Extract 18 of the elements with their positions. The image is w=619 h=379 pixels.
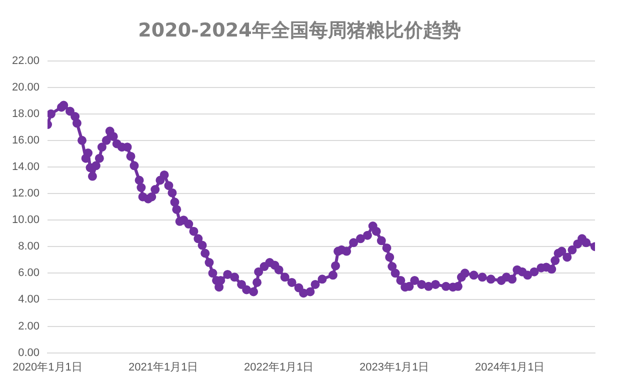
y-tick-label: 10.00 bbox=[12, 214, 40, 226]
y-tick-label: 16.00 bbox=[12, 134, 40, 146]
y-tick-label: 22.00 bbox=[12, 54, 40, 67]
y-tick-label: 2.00 bbox=[18, 320, 40, 332]
y-tick-label: 6.00 bbox=[18, 267, 40, 280]
y-tick-label: 20.00 bbox=[12, 81, 40, 94]
y-tick-label: 12.00 bbox=[12, 188, 40, 200]
x-tick-label: 2023年1月1日 bbox=[360, 361, 430, 374]
x-tick-label: 2021年1月1日 bbox=[128, 361, 198, 374]
y-tick-label: 18.00 bbox=[12, 108, 40, 120]
y-tick-label: 8.00 bbox=[18, 240, 40, 253]
x-tick-label: 2020年1月1日 bbox=[12, 361, 82, 374]
y-tick-label: 14.00 bbox=[12, 161, 40, 174]
y-tick-label: 4.00 bbox=[18, 294, 40, 306]
x-tick-label: 2022年1月1日 bbox=[244, 361, 314, 374]
chart-title: 2020-2024年全国每周猪粮比价趋势 bbox=[138, 19, 461, 42]
y-tick-label: 0.00 bbox=[18, 346, 40, 359]
x-tick-label: 2024年1月1日 bbox=[475, 361, 545, 374]
